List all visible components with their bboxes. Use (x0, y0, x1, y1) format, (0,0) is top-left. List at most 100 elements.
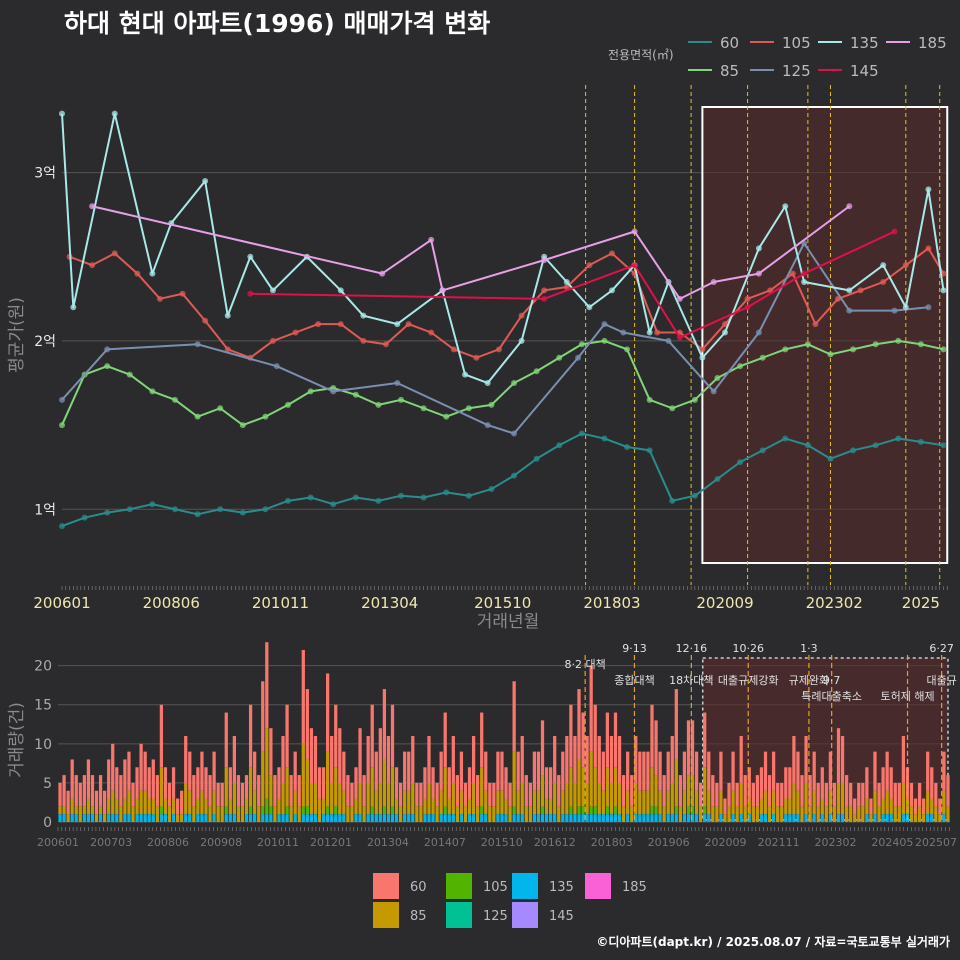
volume-bar-135 (682, 814, 687, 822)
volume-bar-85 (540, 775, 545, 807)
series-line-60 (61, 432, 944, 528)
volume-bar-60 (743, 775, 747, 807)
volume-legend-swatch-135 (512, 873, 538, 899)
volume-bar-60 (703, 712, 707, 768)
x-tick-label: 201011 (252, 594, 309, 612)
volume-bar-135 (467, 814, 472, 822)
volume-bar-85 (512, 751, 516, 807)
volume-bar-60 (175, 798, 180, 815)
volume-bar-60 (439, 751, 443, 791)
volume-bar-60 (305, 689, 309, 760)
volume-bar-85 (74, 806, 78, 815)
volume-bar-60 (544, 767, 549, 799)
volume-bar-135 (431, 814, 435, 822)
series-point-185 (676, 295, 683, 302)
volume-bar-85 (200, 790, 204, 815)
series-line-125 (61, 242, 929, 435)
volume-bar-60 (411, 736, 415, 783)
volume-bar-60 (508, 782, 512, 807)
series-point-105 (473, 354, 480, 361)
x-tick-label: 202302 (806, 594, 863, 612)
volume-bar-135 (184, 814, 188, 822)
volume-bar-60 (167, 782, 172, 807)
volume-bar-60 (512, 681, 516, 752)
volume-bar-85 (370, 767, 374, 807)
volume-bar-60 (719, 751, 723, 791)
volume-bar-85 (836, 782, 841, 815)
volume-bar-135 (792, 814, 796, 822)
volume-bar-135 (739, 814, 743, 822)
series-point-135 (149, 270, 156, 277)
volume-bar-60 (520, 736, 524, 783)
volume-bar-60 (455, 775, 459, 807)
volume-bar-105 (703, 806, 707, 815)
volume-bar-85 (792, 782, 796, 815)
volume-bar-85 (674, 759, 678, 807)
series-point-135 (269, 287, 276, 294)
volume-bar-85 (90, 806, 95, 815)
series-point-85 (307, 388, 314, 395)
volume-bar-85 (216, 806, 220, 822)
volume-bar-60 (820, 767, 824, 799)
volume-bar-60 (62, 775, 66, 807)
volume-bar-85 (147, 798, 151, 815)
volume-bar-60 (184, 736, 188, 783)
volume-bar-85 (690, 775, 695, 807)
volume-bar-60 (123, 759, 127, 799)
volume-bar-85 (123, 798, 127, 815)
policy-label: 6·27 (929, 642, 954, 655)
series-point-85 (578, 341, 585, 348)
series-point-135 (518, 337, 525, 344)
volume-bar-85 (922, 814, 926, 822)
series-point-85 (262, 413, 269, 420)
volume-bar-135 (326, 814, 330, 822)
volume-bar-135 (638, 814, 642, 822)
series-point-85 (646, 396, 653, 403)
legend-label-85: 85 (720, 62, 739, 80)
series-point-85 (420, 405, 427, 412)
volume-bar-85 (309, 782, 314, 815)
volume-x-tick-label: 200703 (90, 836, 132, 849)
volume-bar-135 (305, 814, 309, 822)
series-point-85 (511, 380, 518, 386)
volume-bar-85 (107, 798, 111, 815)
series-point-145 (541, 295, 548, 302)
volume-bar-60 (350, 782, 354, 807)
series-point-125 (665, 337, 672, 344)
volume-bar-60 (812, 751, 816, 791)
volume-bar-135 (86, 814, 91, 822)
series-point-60 (601, 435, 608, 442)
volume-bar-85 (167, 806, 172, 822)
series-point-60 (443, 489, 450, 496)
volume-bar-60 (188, 751, 192, 791)
price-chart-highlight-box (701, 106, 949, 564)
series-point-60 (556, 442, 563, 449)
volume-bar-135 (836, 814, 841, 822)
volume-bar-60 (127, 751, 131, 791)
volume-bar-135 (342, 814, 346, 822)
volume-bar-135 (942, 814, 946, 822)
volume-bar-135 (670, 814, 674, 822)
volume-bar-135 (232, 814, 236, 822)
volume-bar-85 (905, 798, 910, 815)
volume-bar-85 (163, 798, 168, 815)
volume-legend-swatch-60 (373, 873, 399, 899)
volume-bar-60 (849, 782, 853, 807)
volume-bar-60 (946, 775, 950, 807)
series-point-60 (895, 435, 902, 442)
volume-bar-85 (840, 782, 845, 815)
series-point-85 (285, 401, 292, 408)
volume-bar-135 (654, 814, 658, 822)
volume-bar-85 (66, 814, 70, 822)
volume-bar-60 (528, 782, 532, 807)
volume-bar-60 (261, 681, 265, 752)
volume-x-tick-label: 201906 (648, 836, 690, 849)
volume-bar-105 (569, 806, 573, 815)
x-tick-label: 200806 (143, 594, 200, 612)
volume-bar-85 (119, 806, 123, 822)
volume-x-tick-label: 201201 (310, 836, 352, 849)
volume-bar-60 (66, 790, 70, 815)
volume-bar-85 (338, 782, 342, 815)
volume-bar-135 (159, 814, 164, 822)
volume-bar-60 (727, 782, 731, 807)
